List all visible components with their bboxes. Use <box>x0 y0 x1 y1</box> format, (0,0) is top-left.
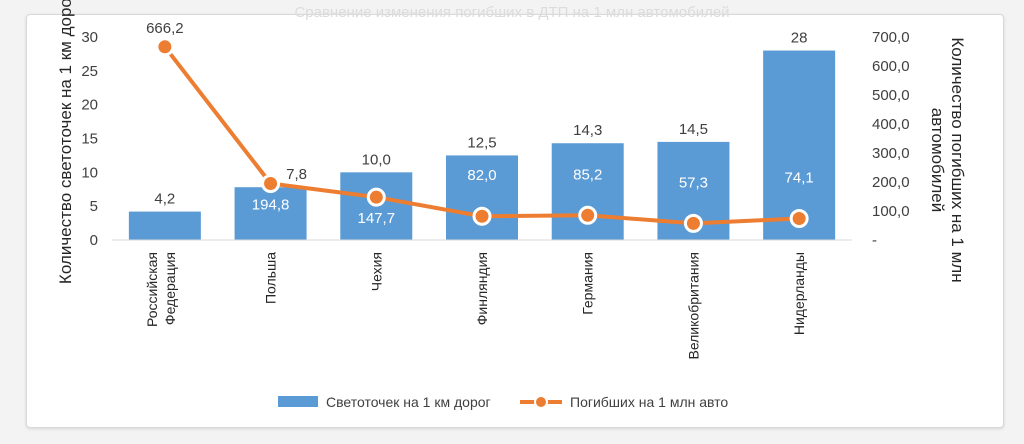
right-tick-label: 400,0 <box>872 116 910 133</box>
right-tick-label: 300,0 <box>872 145 910 162</box>
right-axis-title: Количество погибших на 1 млнавтомобилей <box>928 37 967 282</box>
right-axis-title-line: Количество погибших на 1 млн <box>948 37 967 282</box>
left-tick-label: 10 <box>81 164 98 181</box>
legend-label-line: Погибших на 1 млн авто <box>570 394 728 410</box>
bar-value-label: 12,5 <box>467 134 496 151</box>
category-label: Великобритания <box>685 252 701 360</box>
line-marker <box>789 209 809 229</box>
right-tick-label: 500,0 <box>872 87 910 104</box>
right-tick-label: 600,0 <box>872 58 910 75</box>
line-value-label: 74,1 <box>785 170 814 187</box>
line-marker <box>366 187 386 207</box>
category-label-line: Германия <box>580 252 596 315</box>
legend: Светоточек на 1 км дорог Погибших на 1 мл… <box>278 394 728 410</box>
left-tick-label: 20 <box>81 97 98 114</box>
line-marker <box>472 206 492 226</box>
bar-value-label: 10,0 <box>362 151 391 168</box>
line-value-label: 82,0 <box>467 167 496 184</box>
chart-title: Сравнение изменения погибших в ДТП на 1 … <box>294 4 730 21</box>
right-axis-title-line: автомобилей <box>928 108 947 212</box>
bar-value-label: 14,3 <box>573 122 602 139</box>
line-series <box>155 37 809 233</box>
legend-swatch-bars <box>278 396 318 407</box>
line-value-label: 57,3 <box>679 174 708 191</box>
line-value-label: 147,7 <box>358 210 396 227</box>
bar <box>234 187 307 240</box>
axes: 0 5 10 15 20 25 30 - 100,0 200,0 300,0 400,0 500,0 60… <box>56 0 967 360</box>
right-tick-label: 700,0 <box>872 29 910 46</box>
right-tick-label: - <box>872 232 877 249</box>
legend-marker-swatch <box>534 395 548 409</box>
bar-value-label: 14,5 <box>679 121 708 138</box>
line-marker <box>683 213 703 233</box>
bar <box>128 211 201 240</box>
bar <box>446 155 518 240</box>
line-value-label: 194,8 <box>252 197 290 214</box>
category-label-line: Федерация <box>162 252 178 325</box>
category-label-line: Польша <box>263 252 279 304</box>
bar <box>763 50 836 241</box>
left-tick-label: 5 <box>90 198 98 215</box>
bar-value-label: 28 <box>791 30 808 47</box>
category-label-line: Российская <box>144 252 160 327</box>
bar-value-label: 4,2 <box>154 191 175 208</box>
right-tick-label: 200,0 <box>872 174 910 191</box>
line-value-label: 666,2 <box>146 20 184 37</box>
category-label-line: Нидерланды <box>791 252 807 335</box>
legend-label-bars: Светоточек на 1 км дорог <box>326 394 491 410</box>
left-tick-label: 15 <box>81 131 98 148</box>
line-marker <box>155 37 175 57</box>
right-tick-label: 100,0 <box>872 203 910 220</box>
category-label-line: Великобритания <box>685 252 701 360</box>
category-label: Чехия <box>368 252 384 291</box>
category-label: Польша <box>263 252 279 304</box>
left-axis-title: Количество светоточек на 1 км дорог <box>56 0 75 284</box>
category-label: Финляндия <box>474 252 490 325</box>
category-label-line: Финляндия <box>474 252 490 325</box>
category-label-line: Чехия <box>368 252 384 291</box>
category-label: Германия <box>580 252 596 315</box>
left-tick-label: 30 <box>81 29 98 46</box>
line-marker <box>578 205 598 225</box>
left-tick-label: 0 <box>90 232 98 249</box>
bar <box>551 143 624 240</box>
left-tick-label: 25 <box>81 63 98 80</box>
bar-value-label: 7,8 <box>286 166 307 183</box>
category-label: Российская Федерация <box>144 252 178 327</box>
line-marker <box>261 174 281 194</box>
data-labels: 4,2 7,8 10,0 12,5 14,3 14,5 28 666,2 194,8 147,7 8… <box>146 20 814 227</box>
category-label: Нидерланды <box>791 252 807 335</box>
line-value-label: 85,2 <box>573 166 602 183</box>
